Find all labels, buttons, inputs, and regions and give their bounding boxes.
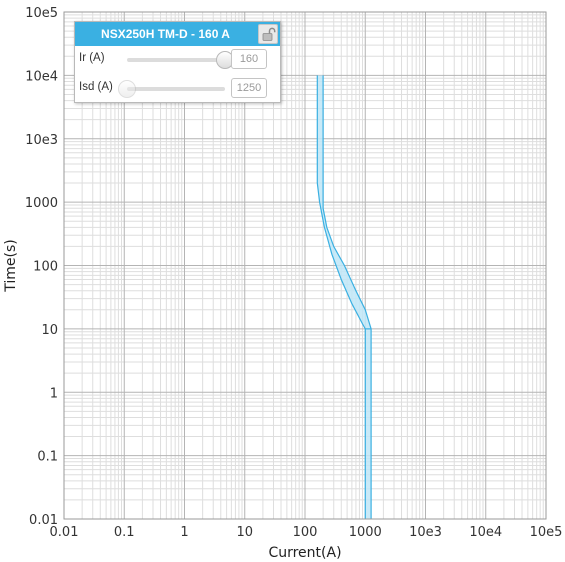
- x-axis-title: Current(A): [268, 545, 341, 561]
- x-tick-label: 10e5: [530, 525, 563, 540]
- isd-slider[interactable]: [118, 80, 225, 98]
- x-tick-label: 0.01: [50, 525, 79, 540]
- y-tick-label: 10: [41, 323, 58, 338]
- x-tick-label: 1000: [349, 525, 382, 540]
- x-tick-label: 0.1: [114, 525, 135, 540]
- ir-value-field[interactable]: 160: [231, 49, 267, 69]
- y-tick-label: 10e3: [25, 133, 58, 148]
- y-axis-title: Time(s): [3, 239, 19, 292]
- y-tick-label: 100: [33, 260, 58, 275]
- y-tick-label: 10e5: [25, 6, 58, 21]
- isd-label: Isd (A): [79, 81, 113, 93]
- x-tick-label: 1: [180, 525, 188, 540]
- ir-setting-row: Ir (A) 160: [75, 48, 280, 74]
- y-tick-label: 10e4: [25, 69, 58, 84]
- x-axis-ticks: 0.01 0.1 1 10 100 1000 10e3 10e4 10e5: [50, 525, 563, 540]
- panel-header: NSX250H TM-D - 160 A: [75, 22, 280, 46]
- trip-curve-max: [322, 75, 372, 519]
- y-tick-label: 0.1: [37, 450, 58, 465]
- y-tick-label: 0.01: [29, 513, 58, 528]
- x-tick-label: 10e3: [409, 525, 442, 540]
- isd-slider-thumb[interactable]: [118, 80, 136, 98]
- y-axis-ticks: 0.01 0.1 1 10 100 1000 10e3 10e4 10e5: [25, 6, 58, 528]
- isd-value-field[interactable]: 1250: [231, 78, 267, 98]
- panel-title: NSX250H TM-D - 160 A: [101, 27, 230, 41]
- ir-slider[interactable]: [127, 51, 234, 69]
- plot-frame: [63, 11, 547, 520]
- ir-label: Ir (A): [79, 52, 105, 64]
- unlock-icon[interactable]: [258, 24, 278, 44]
- isd-setting-row: Isd (A) 1250: [75, 77, 280, 103]
- y-tick-label: 1: [50, 386, 58, 401]
- trip-curve-min: [316, 75, 366, 519]
- breaker-settings-panel: NSX250H TM-D - 160 A Ir (A) 160 Isd (A) …: [74, 21, 281, 103]
- x-tick-label: 10: [236, 525, 253, 540]
- x-tick-label: 100: [293, 525, 318, 540]
- y-tick-label: 1000: [25, 196, 58, 211]
- trip-curve-band: [316, 75, 372, 520]
- x-tick-label: 10e4: [469, 525, 502, 540]
